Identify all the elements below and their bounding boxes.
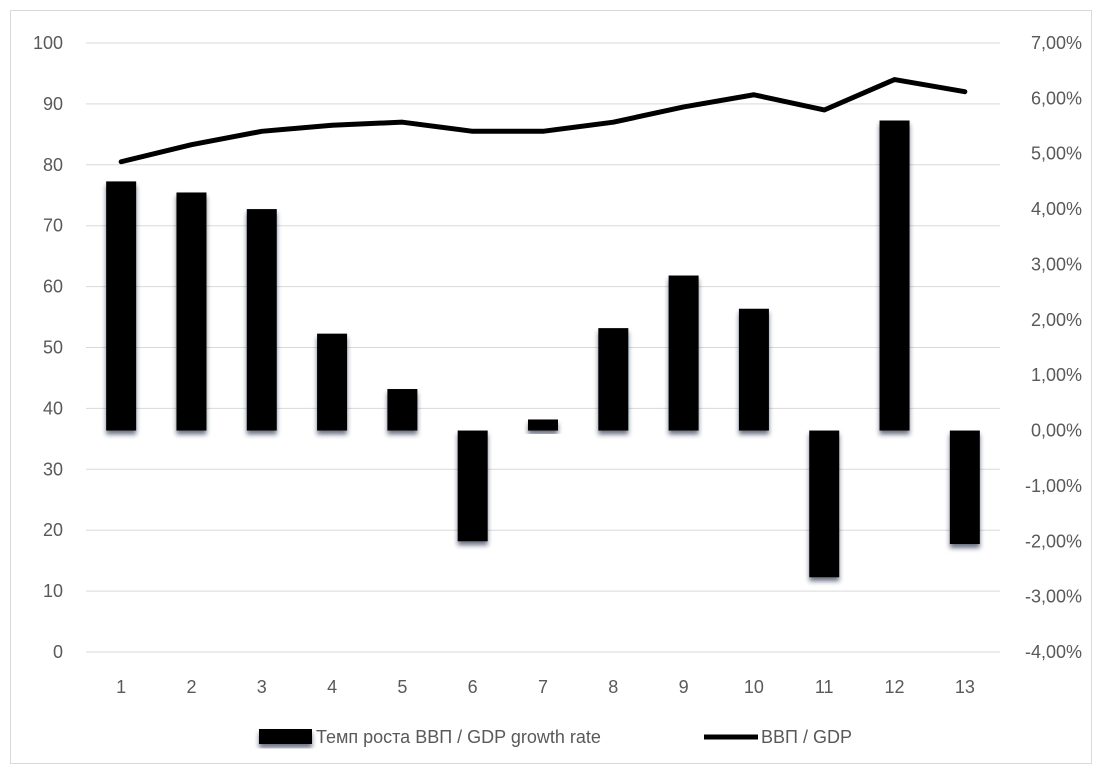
- growth-rate-bars: [106, 120, 980, 578]
- left-axis-tick-label: 50: [43, 338, 63, 358]
- x-axis-tick-label: 12: [885, 677, 905, 697]
- x-axis-tick-label: 5: [397, 677, 407, 697]
- chart-frame: [10, 10, 1092, 764]
- right-axis-tick-label: 1,00%: [1031, 365, 1082, 385]
- gdp-line-series: [118, 77, 968, 165]
- left-axis-tick-label: 30: [43, 459, 63, 479]
- right-axis-tick-label: -2,00%: [1025, 531, 1082, 551]
- x-axis-tick-label: 7: [538, 677, 548, 697]
- x-axis-tick-label: 1: [116, 677, 126, 697]
- bar-growth-rate: [176, 192, 207, 431]
- right-axis-tick-label: 2,00%: [1031, 310, 1082, 330]
- x-axis-tick-label: 2: [186, 677, 196, 697]
- right-axis-tick-label: -1,00%: [1025, 476, 1082, 496]
- x-axis-tick-label: 6: [468, 677, 478, 697]
- left-axis-tick-label: 70: [43, 216, 63, 236]
- left-axis-tick-label: 0: [53, 642, 63, 662]
- left-axis-tick-label: 60: [43, 277, 63, 297]
- legend: Темп роста ВВП / GDP growth rate ВВП / G…: [259, 727, 852, 747]
- left-axis-tick-label: 40: [43, 398, 63, 418]
- bar-growth-rate: [387, 389, 418, 431]
- bar-growth-rate: [106, 181, 137, 431]
- left-axis-tick-label: 100: [33, 33, 63, 53]
- right-axis-tick-label: 6,00%: [1031, 88, 1082, 108]
- left-axis-tick-label: 10: [43, 581, 63, 601]
- legend-swatch-growth-rate: [259, 729, 312, 744]
- line-gdp: [118, 77, 968, 165]
- right-axis-tick-label: 5,00%: [1031, 144, 1082, 164]
- bar-growth-rate: [598, 328, 629, 431]
- left-axis-tick-label: 80: [43, 155, 63, 175]
- x-axis-tick-label: 8: [608, 677, 618, 697]
- bar-growth-rate: [949, 430, 980, 545]
- legend-label-growth-rate: Темп роста ВВП / GDP growth rate: [316, 727, 601, 747]
- bar-growth-rate: [809, 430, 840, 578]
- left-axis-tick-labels: 0 10 20 30 40 50 60 70 80 90 100: [33, 33, 63, 662]
- legend-label-gdp: ВВП / GDP: [761, 727, 852, 747]
- x-axis-tick-label: 9: [679, 677, 689, 697]
- bar-growth-rate: [668, 275, 699, 431]
- right-axis-tick-label: 0,00%: [1031, 421, 1082, 441]
- right-axis-tick-label: 3,00%: [1031, 254, 1082, 274]
- x-axis-tick-label: 4: [327, 677, 337, 697]
- right-axis-tick-label: 7,00%: [1031, 33, 1082, 53]
- right-axis-tick-labels: -4,00% -3,00% -2,00% -1,00% 0,00% 1,00% 2,00% 3…: [1025, 33, 1082, 662]
- bar-growth-rate: [879, 120, 910, 431]
- right-axis-tick-label: -3,00%: [1025, 587, 1082, 607]
- right-axis-tick-label: 4,00%: [1031, 199, 1082, 219]
- x-axis-tick-label: 11: [815, 677, 834, 697]
- right-axis-tick-label: -4,00%: [1025, 642, 1082, 662]
- gridlines: [86, 42, 1000, 653]
- bar-growth-rate: [457, 430, 488, 542]
- x-axis-tick-labels: 1 2 3 4 5 6 7 8 9 10 11 12 13: [116, 677, 975, 697]
- x-axis-tick-label: 13: [955, 677, 975, 697]
- bar-growth-rate: [246, 209, 277, 431]
- bar-growth-rate: [317, 333, 348, 431]
- x-axis-tick-label: 10: [744, 677, 764, 697]
- bar-growth-rate: [738, 308, 769, 431]
- left-axis-tick-label: 90: [43, 94, 63, 114]
- x-axis-tick-label: 3: [257, 677, 267, 697]
- left-axis-tick-label: 20: [43, 520, 63, 540]
- bar-growth-rate: [528, 419, 558, 431]
